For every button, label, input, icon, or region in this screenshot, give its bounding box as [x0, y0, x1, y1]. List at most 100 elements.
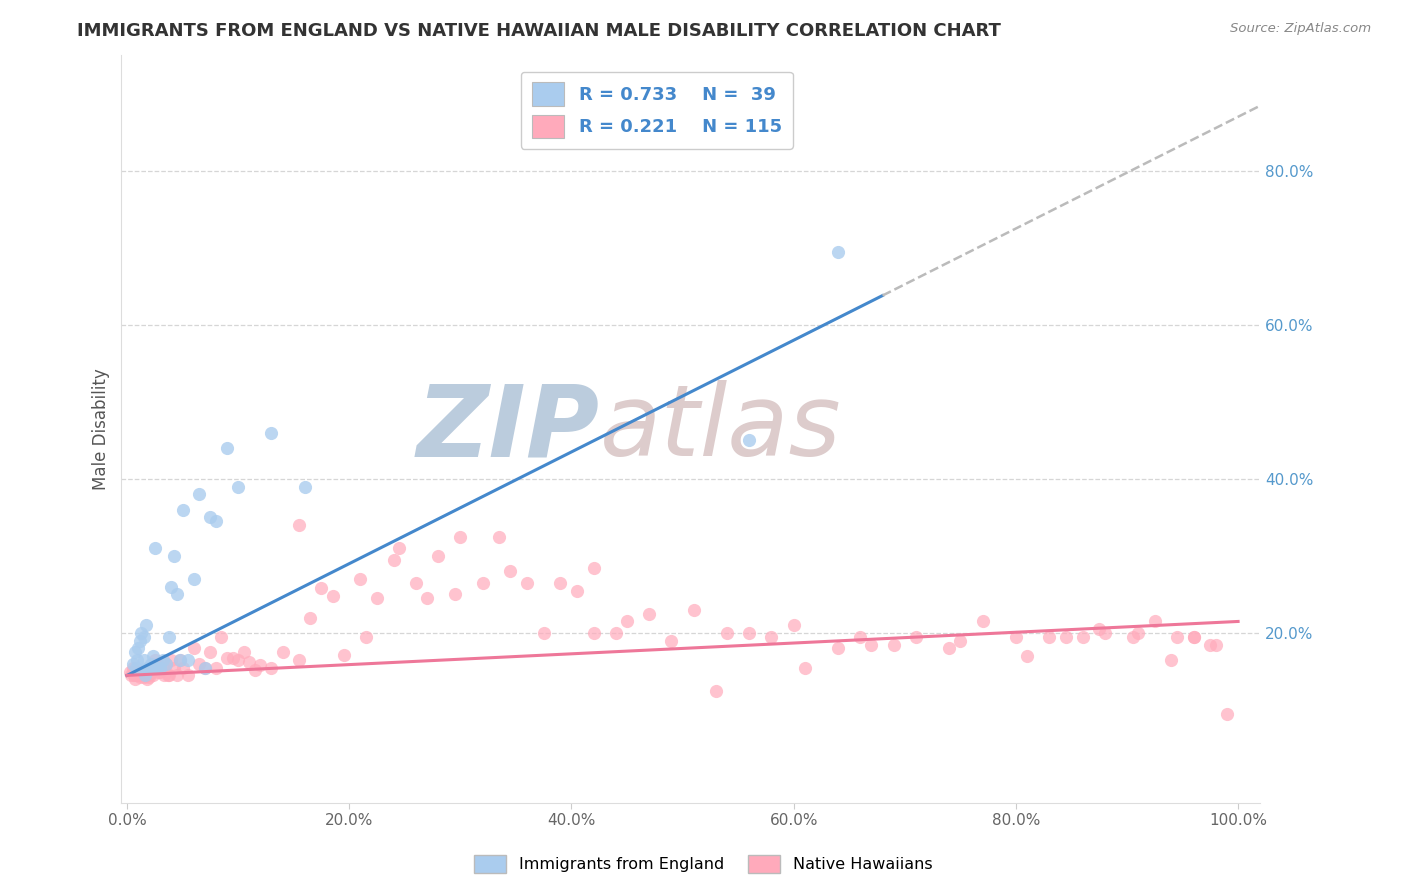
Point	[382, 553, 405, 567]
Point	[136, 661, 159, 675]
Point	[149, 661, 172, 675]
Point	[131, 665, 153, 679]
Point	[1015, 649, 1038, 664]
Point	[142, 661, 165, 675]
Point	[177, 653, 200, 667]
Point	[194, 661, 217, 675]
Point	[157, 668, 180, 682]
Point	[332, 648, 354, 662]
Point	[120, 665, 142, 679]
Point	[1094, 626, 1116, 640]
Point	[416, 591, 439, 606]
Point	[146, 661, 169, 675]
Point	[136, 672, 159, 686]
Point	[904, 630, 927, 644]
Point	[124, 672, 146, 686]
Point	[166, 668, 188, 682]
Point	[1166, 630, 1188, 644]
Point	[1143, 615, 1166, 629]
Point	[243, 663, 266, 677]
Point	[354, 630, 377, 644]
Point	[533, 626, 555, 640]
Point	[157, 630, 180, 644]
Text: atlas: atlas	[600, 380, 841, 477]
Point	[1071, 630, 1094, 644]
Point	[205, 514, 228, 528]
Point	[149, 665, 172, 679]
Point	[139, 666, 162, 681]
Point	[122, 668, 145, 682]
Point	[132, 653, 155, 667]
Point	[972, 615, 994, 629]
Point	[135, 618, 157, 632]
Point	[1054, 630, 1077, 644]
Point	[183, 572, 205, 586]
Point	[120, 668, 142, 682]
Point	[883, 638, 905, 652]
Point	[132, 670, 155, 684]
Point	[121, 657, 143, 671]
Point	[142, 668, 165, 682]
Point	[146, 665, 169, 679]
Point	[131, 626, 153, 640]
Point	[1199, 638, 1222, 652]
Point	[143, 661, 166, 675]
Point	[160, 653, 183, 667]
Point	[138, 670, 160, 684]
Point	[215, 441, 238, 455]
Point	[152, 668, 174, 682]
Point	[488, 530, 510, 544]
Point	[121, 661, 143, 675]
Point	[172, 502, 194, 516]
Point	[949, 633, 972, 648]
Point	[827, 244, 849, 259]
Point	[134, 668, 156, 682]
Point	[1182, 630, 1205, 644]
Point	[1126, 626, 1149, 640]
Point	[127, 641, 149, 656]
Point	[122, 665, 145, 679]
Point	[200, 645, 222, 659]
Point	[860, 638, 883, 652]
Point	[226, 480, 249, 494]
Point	[188, 487, 211, 501]
Point	[177, 668, 200, 682]
Point	[152, 661, 174, 675]
Point	[183, 641, 205, 656]
Point	[146, 657, 169, 671]
Point	[155, 657, 177, 671]
Legend: R = 0.733    N =  39, R = 0.221    N = 115: R = 0.733 N = 39, R = 0.221 N = 115	[520, 71, 793, 149]
Point	[125, 653, 148, 667]
Point	[1088, 622, 1111, 636]
Point	[155, 657, 177, 671]
Point	[169, 653, 191, 667]
Legend: Immigrants from England, Native Hawaiians: Immigrants from England, Native Hawaiian…	[467, 848, 939, 880]
Point	[141, 665, 163, 679]
Point	[125, 661, 148, 675]
Point	[738, 434, 761, 448]
Point	[134, 666, 156, 681]
Point	[136, 668, 159, 682]
Point	[1038, 630, 1060, 644]
Point	[288, 653, 311, 667]
Point	[582, 560, 605, 574]
Point	[172, 661, 194, 675]
Point	[499, 565, 522, 579]
Point	[1182, 630, 1205, 644]
Point	[127, 668, 149, 682]
Point	[128, 666, 150, 681]
Point	[129, 670, 152, 684]
Point	[716, 626, 738, 640]
Point	[221, 650, 243, 665]
Point	[638, 607, 661, 621]
Point	[782, 618, 804, 632]
Point	[738, 626, 761, 640]
Text: ZIP: ZIP	[416, 380, 600, 477]
Point	[793, 661, 815, 675]
Point	[160, 580, 183, 594]
Point	[194, 661, 217, 675]
Point	[1122, 630, 1144, 644]
Point	[152, 653, 174, 667]
Point	[271, 645, 294, 659]
Point	[288, 518, 311, 533]
